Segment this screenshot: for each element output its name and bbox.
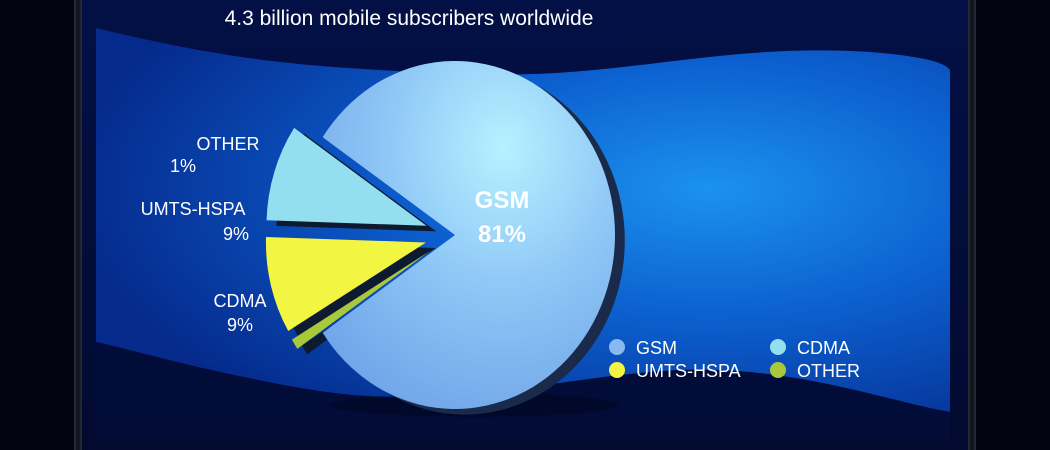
legend-swatch-umts (609, 362, 625, 378)
pie-slice-gsm (322, 60, 615, 409)
frame-right-bezel (968, 0, 976, 450)
legend: GSM CDMA UMTS-HSPA OTHER (609, 338, 860, 381)
slice-label-cdma: CDMA (214, 291, 267, 311)
legend-swatch-gsm (609, 339, 625, 355)
slice-value-gsm: 81% (478, 221, 526, 248)
slice-value-other: 1% (170, 156, 196, 176)
legend-label-umts: UMTS-HSPA (636, 361, 741, 381)
legend-label-gsm: GSM (636, 338, 677, 358)
pie-slice-other (291, 251, 430, 349)
frame-left-bezel (74, 0, 82, 450)
pie-slice-cdma (266, 127, 427, 226)
frame-right (975, 0, 1050, 450)
pie-group (265, 60, 625, 417)
slice-value-cdma: 9% (227, 315, 253, 335)
frame-left (0, 0, 80, 450)
slice-label-gsm: GSM (475, 187, 530, 214)
slice-value-umts: 9% (223, 224, 249, 244)
slice-label-other: OTHER (197, 134, 260, 154)
legend-swatch-cdma (770, 339, 786, 355)
legend-label-cdma: CDMA (797, 338, 850, 358)
legend-label-other: OTHER (797, 361, 860, 381)
slice-label-umts: UMTS-HSPA (141, 199, 246, 219)
pie-slice-umts-hspa (265, 236, 426, 332)
legend-swatch-other (770, 362, 786, 378)
chart-title: 4.3 billion mobile subscribers worldwide (225, 7, 594, 30)
